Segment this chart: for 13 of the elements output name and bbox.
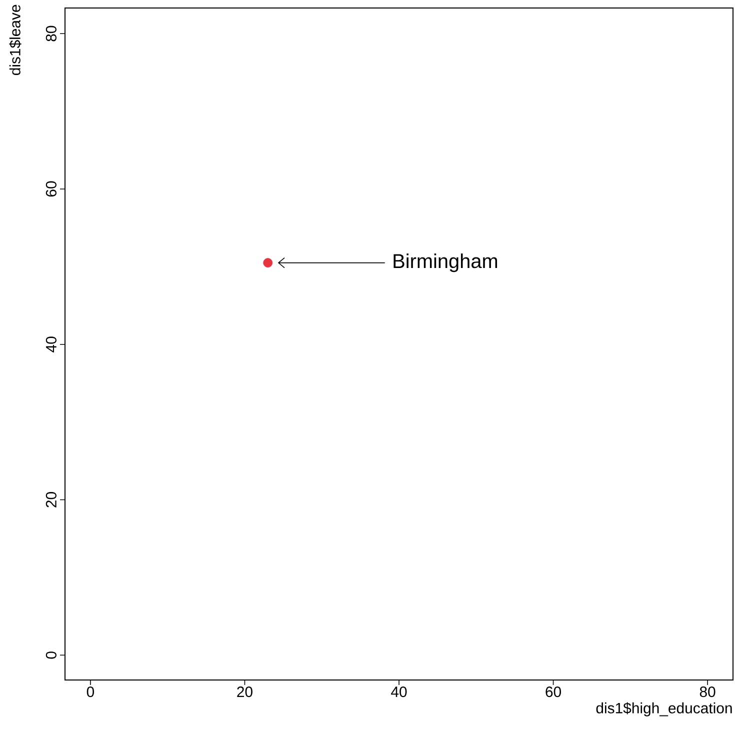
- x-tick-label: 20: [237, 686, 252, 698]
- y-tick-label: 60: [46, 181, 56, 197]
- x-tick-label: 80: [700, 686, 716, 698]
- y-tick-label: 40: [46, 336, 56, 352]
- y-tick-label: 20: [46, 492, 56, 508]
- x-tick-label: 40: [391, 686, 407, 698]
- y-axis-title: dis1$leave: [9, 4, 22, 76]
- y-tick-label: 80: [46, 26, 56, 42]
- annotation: Birmingham: [394, 254, 498, 272]
- x-tick-label: 0: [86, 686, 94, 698]
- y-tick-label: 0: [46, 652, 56, 659]
- x-tick-label: 60: [546, 686, 561, 698]
- x-axis-title: dis1$high_education: [596, 702, 732, 716]
